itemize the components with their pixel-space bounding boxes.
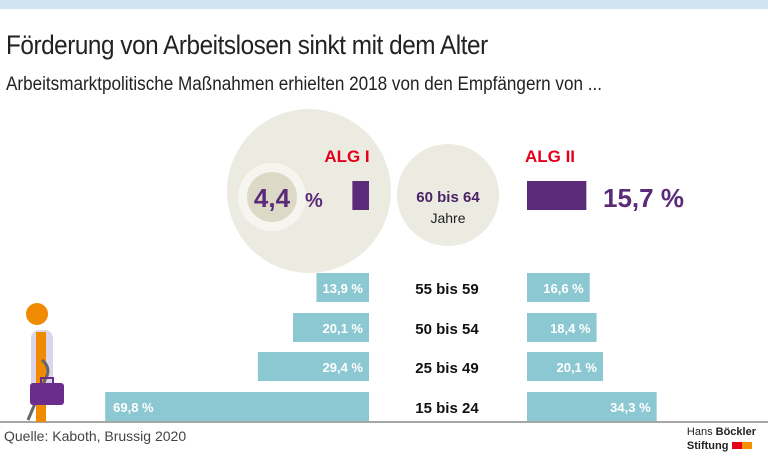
bar-alg2 [527, 392, 657, 421]
page-subtitle: Arbeitsmarktpolitische Maßnahmen erhielt… [6, 74, 602, 95]
bar-alg2 [527, 313, 597, 342]
value-label-alg1: 29,4 % [323, 360, 364, 375]
logo: Hans Böckler Stiftung [687, 425, 756, 453]
value-label-alg1: 69,8 % [113, 400, 154, 415]
logo-text: Hans [686, 426, 713, 438]
value-label-alg2: 34,3 % [610, 400, 651, 415]
logo-text-bold: Stiftung [686, 440, 729, 452]
source-note: Quelle: Kaboth, Brussig 2020 [4, 428, 187, 444]
category-label: 50 bis 54 [415, 321, 479, 338]
top-stripe [0, 0, 768, 9]
series-label-alg2: ALG II [525, 147, 575, 166]
value-label-alg2: 16,6 % [543, 281, 584, 296]
value-label-alg2: 20,1 % [556, 360, 597, 375]
value-label-alg2: 15,7 % [603, 183, 684, 213]
inner-circle [247, 172, 297, 222]
value-label-alg2: 18,4 % [550, 321, 591, 336]
category-label: 15 bis 24 [415, 400, 479, 417]
series-label-alg1: ALG I [324, 147, 369, 166]
category-label: 60 bis 64 [416, 189, 480, 206]
bar-alg1 [316, 273, 369, 302]
bar-alg1 [293, 313, 369, 342]
bar-alg1 [105, 392, 369, 421]
bar-alg2 [527, 181, 587, 210]
value-label-alg1: 13,9 % [323, 281, 364, 296]
value-label-alg1: 4,4 [254, 183, 291, 213]
big-circle [227, 109, 391, 273]
bar-alg1 [352, 181, 369, 210]
category-label: 25 bis 49 [415, 360, 478, 377]
page-title: Förderung von Arbeitslosen sinkt mit dem… [6, 30, 488, 60]
percent-sign: % [305, 190, 323, 212]
bar-alg1 [257, 352, 369, 381]
age-circle [397, 144, 499, 246]
person-with-briefcase-icon [26, 303, 64, 422]
logo-text-bold: Böckler [715, 426, 756, 438]
bar-alg2 [527, 273, 590, 302]
category-label: 55 bis 59 [415, 281, 478, 298]
category-suffix: Jahre [430, 210, 465, 226]
bar-alg2 [527, 352, 603, 381]
value-label-alg1: 20,1 % [323, 321, 364, 336]
